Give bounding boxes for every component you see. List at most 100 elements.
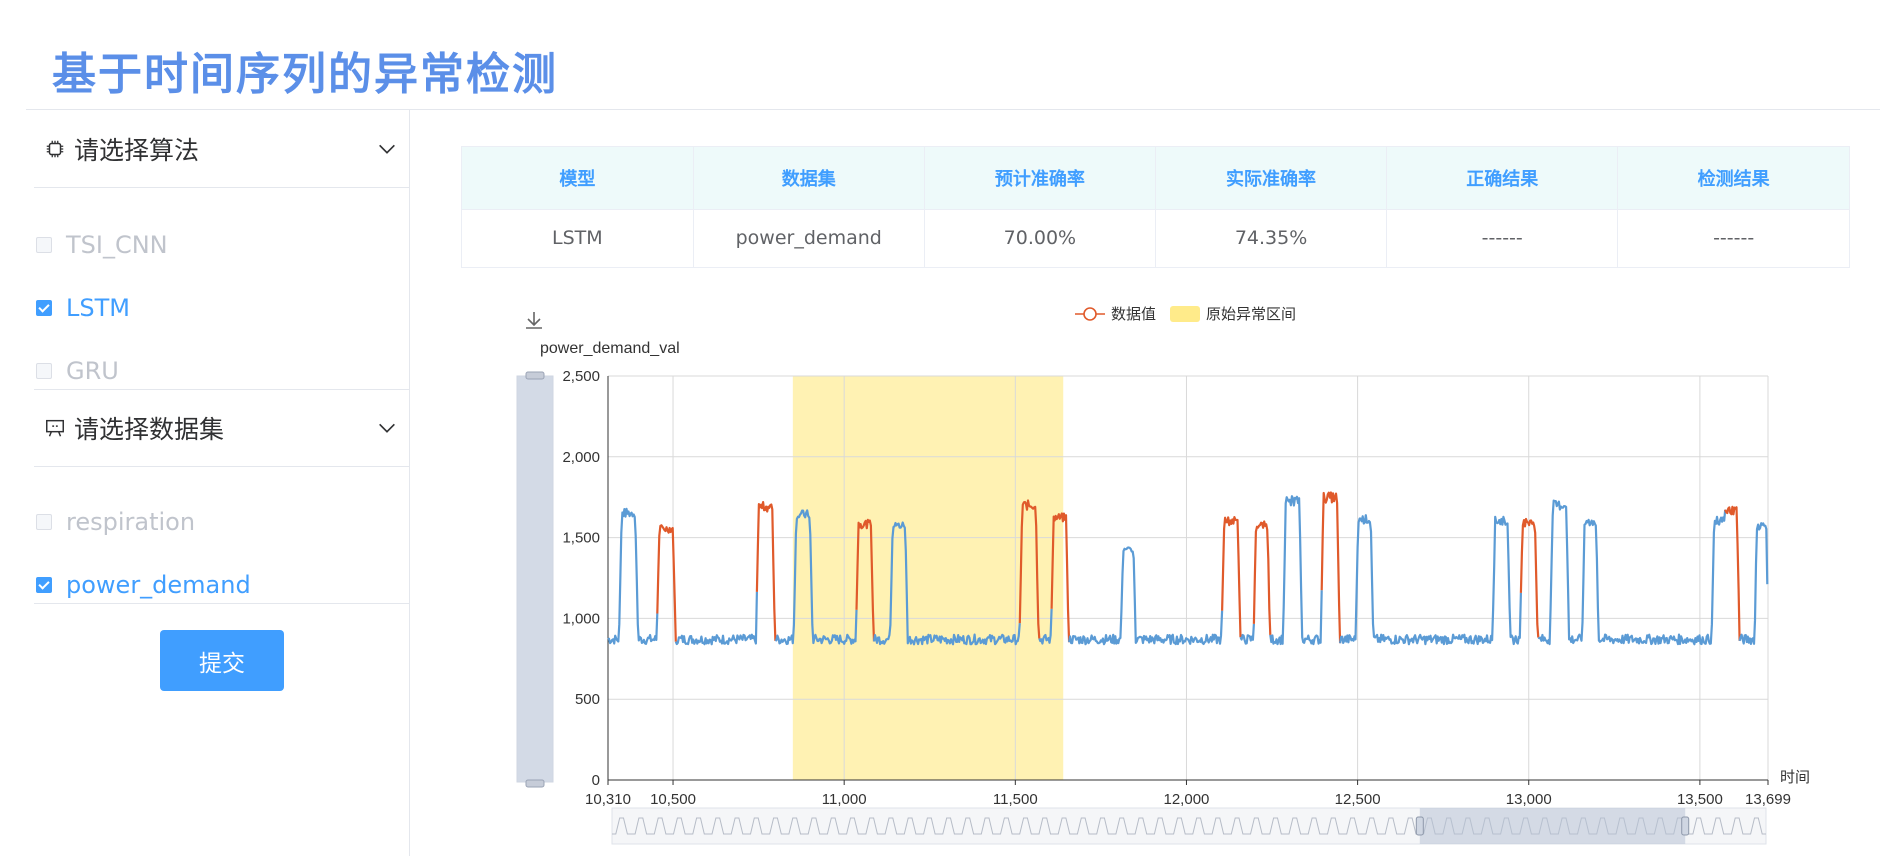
checkbox-checked[interactable] bbox=[36, 300, 52, 316]
y-tick-label: 2,500 bbox=[562, 368, 600, 385]
data-series-segment bbox=[1738, 522, 1769, 645]
dataset-option-label: respiration bbox=[66, 508, 196, 536]
x-tick-label: 10,310 bbox=[585, 791, 631, 808]
checkbox-checked[interactable] bbox=[36, 577, 52, 593]
table-header-cell: 模型 bbox=[462, 147, 694, 209]
download-icon[interactable] bbox=[526, 312, 542, 329]
section-divider bbox=[34, 603, 410, 604]
table-header-cell: 数据集 bbox=[693, 147, 925, 209]
table-cell: 74.35% bbox=[1155, 208, 1388, 267]
legend-marker-circle bbox=[1083, 307, 1097, 321]
presentation-icon bbox=[46, 419, 64, 437]
anomaly-series-segment bbox=[1320, 491, 1342, 644]
anomaly-series-segment bbox=[1050, 512, 1071, 643]
chevron-down-icon[interactable] bbox=[376, 138, 398, 160]
y-zoom-slider[interactable] bbox=[516, 371, 554, 788]
anomaly-series-segment bbox=[755, 501, 777, 641]
plot-area: 0 500 1,000 1,500 2,000 2,500 10,310 10,500 11,0… bbox=[562, 368, 1790, 808]
table-cell: LSTM bbox=[462, 208, 694, 267]
y-tick-label: 1,500 bbox=[562, 530, 600, 547]
dataset-option-power-demand[interactable]: power_demand bbox=[34, 565, 251, 605]
checkbox[interactable] bbox=[36, 363, 52, 379]
anomaly-series-segment bbox=[855, 518, 876, 642]
data-series-segment bbox=[1068, 546, 1224, 646]
anomaly-region bbox=[792, 376, 1064, 780]
legend-marker-rect bbox=[1170, 306, 1200, 322]
legend-item-series[interactable]: 数据值 bbox=[1075, 306, 1156, 323]
x-tick-label: 11,000 bbox=[822, 791, 867, 808]
title-divider bbox=[26, 109, 1880, 110]
y-axis-title: power_demand_val bbox=[540, 340, 680, 357]
data-series-segment bbox=[674, 591, 758, 646]
anomaly-series-segment bbox=[1018, 499, 1041, 639]
algorithm-option-label: LSTM bbox=[66, 294, 130, 322]
data-series-segment bbox=[1239, 623, 1255, 645]
algorithm-option-gru[interactable]: GRU bbox=[34, 351, 119, 391]
results-table: 模型 数据集 预计准确率 实际准确率 正确结果 检测结果 LSTM power_… bbox=[461, 146, 1850, 268]
data-series-segment bbox=[1339, 514, 1522, 646]
table-header-row: 模型 数据集 预计准确率 实际准确率 正确结果 检测结果 bbox=[462, 147, 1849, 209]
algorithm-option-tsi-cnn[interactable]: TSI_CNN bbox=[34, 225, 168, 265]
x-tick-label: 12,500 bbox=[1335, 791, 1381, 808]
x-tick-label: 11,500 bbox=[993, 791, 1038, 808]
x-tick-label: 13,000 bbox=[1506, 791, 1552, 808]
table-cell: ------ bbox=[1386, 208, 1619, 267]
y-zoom-handle-top[interactable] bbox=[525, 371, 545, 380]
data-series-segment bbox=[1269, 495, 1323, 646]
table-cell: 70.00% bbox=[924, 208, 1156, 267]
algorithm-option-label: TSI_CNN bbox=[66, 231, 168, 259]
legend-item-anomaly-region[interactable]: 原始异常区间 bbox=[1170, 306, 1296, 323]
x-zoom-slider[interactable] bbox=[611, 807, 1767, 845]
x-zoom-handle-right[interactable] bbox=[1681, 816, 1690, 836]
x-tick-label: 13,699 bbox=[1745, 791, 1791, 808]
data-series-segment bbox=[872, 521, 1021, 646]
section-divider bbox=[34, 389, 410, 390]
data-series-segment bbox=[1038, 608, 1053, 645]
x-zoom-handle-left[interactable] bbox=[1415, 816, 1424, 836]
anomaly-series-segment bbox=[1724, 505, 1741, 641]
table-header-cell: 正确结果 bbox=[1386, 147, 1619, 209]
algorithm-menu-header[interactable]: 请选择算法 bbox=[34, 110, 410, 188]
table-cell: ------ bbox=[1617, 208, 1849, 267]
x-tick-label: 13,500 bbox=[1677, 791, 1723, 808]
dataset-menu-label: 请选择数据集 bbox=[74, 414, 225, 444]
legend-label: 数据值 bbox=[1111, 306, 1156, 323]
data-series-segment bbox=[607, 507, 659, 645]
algorithm-menu-label: 请选择算法 bbox=[74, 135, 200, 165]
anomaly-series-segment bbox=[1519, 517, 1540, 638]
table-row: LSTM power_demand 70.00% 74.35% ------ -… bbox=[462, 208, 1849, 267]
anomaly-series-segment bbox=[1252, 520, 1272, 635]
table-header-cell: 实际准确率 bbox=[1155, 147, 1388, 209]
checkbox[interactable] bbox=[36, 514, 52, 530]
y-zoom-handle-bottom[interactable] bbox=[525, 779, 545, 788]
data-series-segment bbox=[1537, 499, 1727, 646]
checkbox[interactable] bbox=[36, 237, 52, 253]
x-tick-label: 10,500 bbox=[650, 791, 696, 808]
table-header-cell: 预计准确率 bbox=[924, 147, 1156, 209]
table-header-cell: 检测结果 bbox=[1617, 147, 1849, 209]
chart-legend: 数据值 原始异常区间 bbox=[1075, 306, 1296, 323]
chevron-down-icon[interactable] bbox=[376, 417, 398, 439]
x-zoom-window[interactable] bbox=[1419, 808, 1686, 844]
submit-button[interactable]: 提交 bbox=[160, 630, 284, 691]
anomaly-series-segment bbox=[1221, 516, 1242, 638]
legend-label: 原始异常区间 bbox=[1206, 306, 1296, 323]
algorithm-option-lstm[interactable]: LSTM bbox=[34, 288, 130, 328]
x-axis-title: 时间 bbox=[1780, 769, 1810, 786]
y-tick-label: 0 bbox=[592, 772, 600, 789]
y-tick-label: 2,000 bbox=[562, 449, 600, 466]
chip-icon bbox=[46, 140, 64, 157]
page-title: 基于时间序列的异常检测 bbox=[52, 49, 558, 100]
x-tick-label: 12,000 bbox=[1164, 791, 1210, 808]
table-cell: power_demand bbox=[693, 208, 925, 267]
y-zoom-track bbox=[516, 375, 554, 783]
dataset-option-respiration[interactable]: respiration bbox=[34, 502, 195, 542]
y-tick-label: 1,000 bbox=[562, 610, 600, 627]
dataset-option-label: power_demand bbox=[66, 571, 251, 599]
data-series-segment bbox=[774, 509, 858, 646]
anomaly-line-chart: 数据值 原始异常区间 power_demand_val 时间 0 500 1,000… bbox=[516, 306, 1810, 845]
dataset-menu-header[interactable]: 请选择数据集 bbox=[34, 389, 410, 467]
algorithm-option-label: GRU bbox=[66, 357, 119, 385]
y-tick-label: 500 bbox=[575, 691, 600, 708]
sidebar: 请选择算法 TSI_CNN LSTM GRU 请选择数据集 respiratio… bbox=[26, 110, 410, 856]
